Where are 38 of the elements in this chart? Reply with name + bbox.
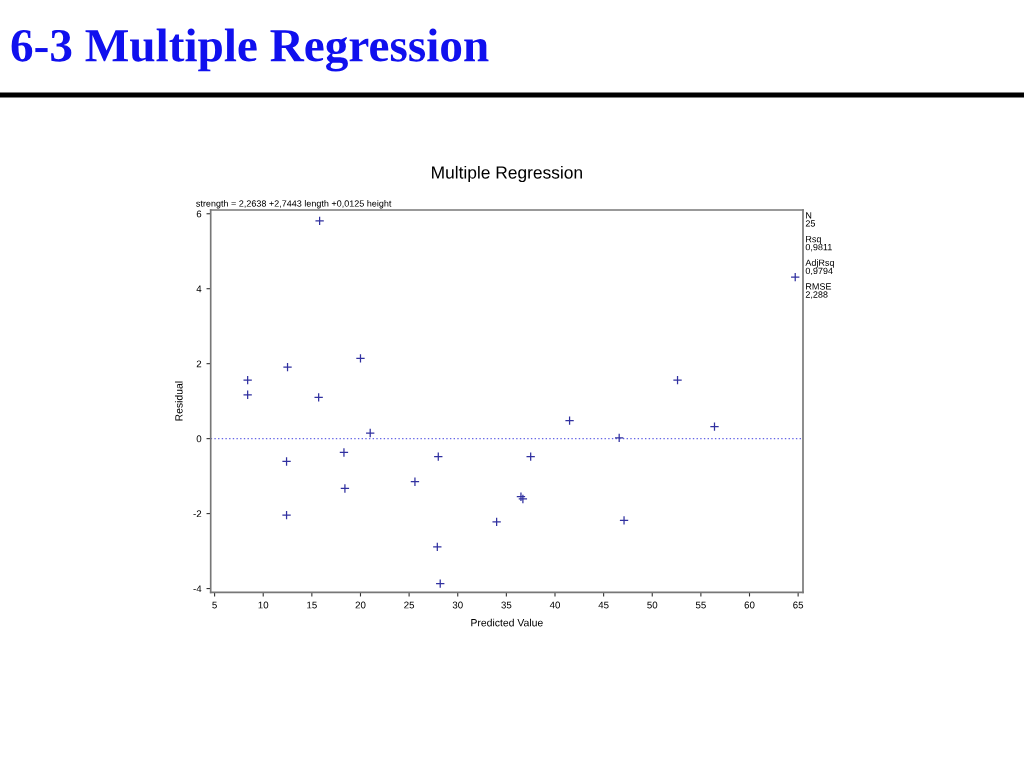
x-tick-label: 55 [695,601,706,609]
point [432,542,443,552]
point [614,433,624,443]
x-tick-label: 50 [647,601,658,609]
text: AdjRsq 0,9794 [805,259,834,276]
x-tick-label: 5 [212,601,217,609]
point [339,447,349,458]
y-tick-label: 0 [196,435,202,443]
point [281,510,292,520]
point [619,515,629,526]
x-tick-label: 65 [793,601,804,609]
x-tick-label: 10 [258,601,269,609]
x-tick-label: 35 [501,601,512,609]
x-tick-label: 20 [355,601,366,609]
y-axis-title: Residual [174,381,183,421]
y-tick-label: -2 [193,510,202,518]
x-tick-label: 25 [404,601,415,609]
x-tick-label: 30 [452,601,463,609]
text: N 25 [805,212,816,227]
chart-title: 6-3 Multiple Regression [11,28,489,72]
text: strength = 2,2638 +2,7443 length +0,0125 height [196,200,392,209]
point [340,483,350,494]
y-tick-label: 4 [196,285,202,293]
point [410,476,420,487]
point [282,362,293,372]
text: Rsq 0,9811 [805,235,832,252]
x-tick-label: 60 [744,601,755,609]
y-tick-label: 2 [196,360,202,368]
x-tick-label: 45 [598,601,609,609]
point [365,428,375,438]
text: RMSE 2,288 [805,283,832,299]
point [790,272,801,282]
x-tick-label: 15 [307,601,317,609]
x-axis-title: Predicted Value [471,618,543,627]
x-tick-label: 40 [549,601,561,609]
y-tick-label: -4 [193,585,202,593]
y-tick-label: 6 [196,210,202,218]
chart-subtitle: Multiple Regression [432,165,582,183]
